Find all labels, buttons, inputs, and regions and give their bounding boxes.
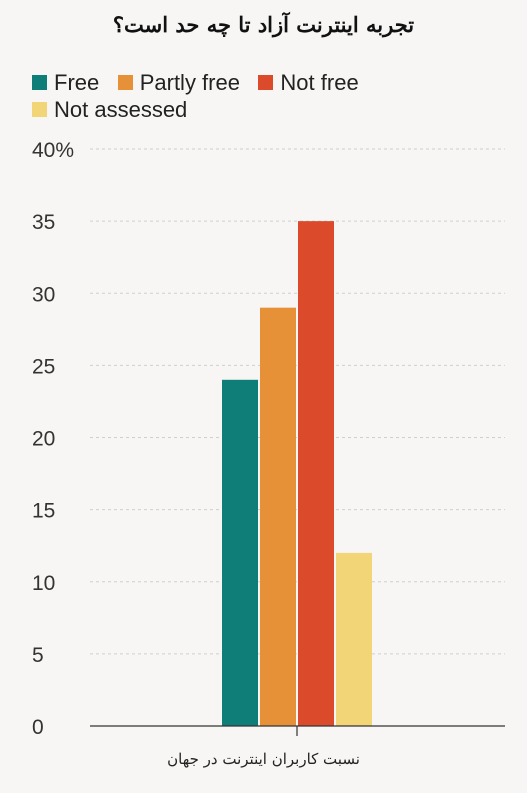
y-tick-label-10: 10 — [32, 572, 55, 595]
y-tick-label-20: 20 — [32, 428, 55, 451]
y-tick-label-0: 0 — [32, 716, 44, 739]
y-tick-label-40: 40% — [32, 139, 74, 162]
legend-label-not-assessed: Not assessed — [54, 97, 188, 122]
y-tick-label-5: 5 — [32, 644, 44, 667]
chart-title: تجربه اینترنت آزاد تا چه حد است؟ — [112, 12, 415, 37]
legend-item-not-free: Not free — [258, 70, 359, 95]
bar-not-assessed — [336, 552, 372, 726]
bar-partly-free — [260, 307, 296, 726]
legend-item-not-assessed: Not assessed — [32, 97, 187, 122]
legend-swatch-not-free — [258, 75, 274, 90]
legend-swatch-free — [32, 75, 47, 90]
legend-swatch-partly-free — [117, 75, 133, 90]
legend: Free Partly free Not free Not assessed — [32, 70, 492, 124]
legend-item-free: Free — [32, 70, 99, 95]
x-axis-label: نسبت کاربران اینترنت در جهان — [167, 750, 360, 768]
legend-item-partly-free: Partly free — [117, 70, 240, 95]
y-tick-label-35: 35 — [32, 211, 55, 234]
y-tick-label-25: 25 — [32, 355, 55, 378]
legend-swatch-not-assessed — [32, 102, 47, 117]
y-tick-label-30: 30 — [32, 283, 55, 306]
legend-label-not-free: Not free — [280, 70, 359, 95]
bar-free — [222, 379, 258, 726]
bar-not-free — [298, 221, 334, 726]
legend-label-partly-free: Partly free — [139, 70, 240, 95]
y-tick-label-15: 15 — [32, 500, 55, 523]
legend-label-free: Free — [54, 70, 100, 95]
